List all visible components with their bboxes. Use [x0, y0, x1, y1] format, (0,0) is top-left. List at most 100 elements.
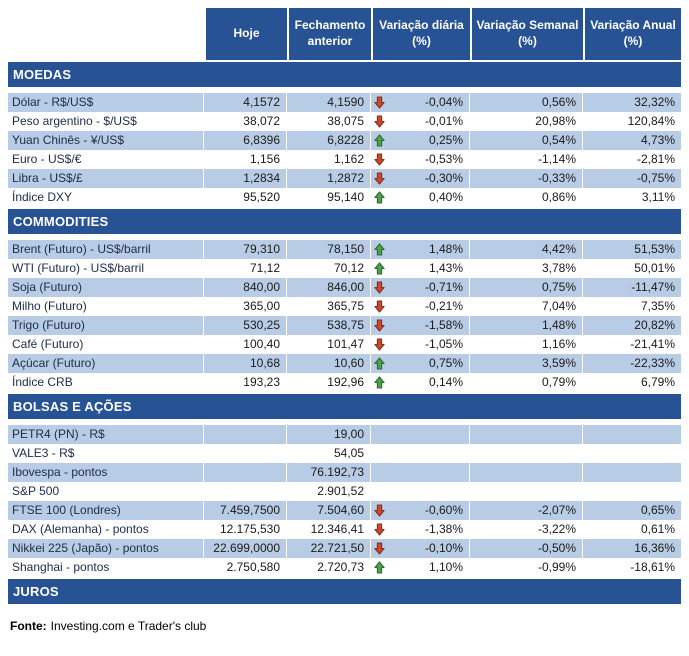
table-row: S&P 500 2.901,52	[8, 482, 681, 501]
cell-variacao-anual: 16,36%	[583, 539, 681, 558]
cell-fechamento-anterior: 538,75	[287, 316, 371, 335]
cell-variacao-semanal: 1,48%	[470, 316, 583, 335]
cell-variacao-anual: -18,61%	[630, 560, 675, 574]
row-label: Nikkei 225 (Japão) - pontos	[8, 539, 204, 558]
source-label: Fonte:	[10, 619, 47, 633]
cell-fechamento-anterior: 95,140	[287, 188, 371, 207]
variacao-diaria-value: 1,43%	[428, 261, 463, 275]
cell-variacao-semanal: 3,59%	[470, 354, 583, 373]
variacao-diaria-value: -1,05%	[424, 337, 463, 351]
cell-variacao-semanal: -0,33%	[470, 169, 583, 188]
up-arrow-icon	[374, 240, 385, 259]
table-row: Trigo (Futuro) 530,25 538,75 -1,58% 1,48…	[8, 316, 681, 335]
cell-variacao-anual: 120,84%	[627, 114, 675, 128]
variacao-diaria-value: 0,25%	[428, 133, 463, 147]
up-arrow-icon	[374, 558, 385, 577]
table-row: FTSE 100 (Londres) 7.459,7500 7.504,60 -…	[8, 501, 681, 520]
cell-fechamento-anterior: 54,05	[287, 444, 371, 463]
col-header-hoje: Hoje	[204, 8, 287, 60]
cell-variacao-semanal	[470, 425, 583, 444]
section-title: BOLSAS E AÇÕES	[13, 399, 132, 414]
cell-variacao-diaria: -1,58%	[371, 316, 470, 335]
cell-fechamento-anterior: 4,1590	[287, 93, 371, 112]
down-arrow-icon	[374, 297, 385, 316]
cell-fechamento-anterior: 22.721,50	[287, 539, 371, 558]
cell-variacao-diaria: -1,05%	[371, 335, 470, 354]
row-label: Shanghai - pontos	[8, 558, 204, 577]
col-header-empty	[8, 8, 204, 60]
down-arrow-icon	[374, 316, 385, 335]
up-arrow-icon	[374, 131, 385, 150]
cell-hoje: 840,00	[204, 278, 287, 297]
variacao-diaria-value: -0,04%	[424, 95, 463, 109]
table-row: VALE3 - R$ 54,05	[8, 444, 681, 463]
variacao-diaria-value: 0,14%	[428, 375, 463, 389]
section-header: JUROS	[8, 579, 681, 604]
cell-fechamento-anterior: 101,47	[287, 335, 371, 354]
cell-fechamento-anterior: 7.504,60	[287, 501, 371, 520]
cell-variacao-anual: 0,65%	[583, 501, 681, 520]
cell-fechamento-anterior: 70,12	[287, 259, 371, 278]
cell-variacao-semanal	[470, 444, 583, 463]
row-label: WTI (Futuro) - US$/barril	[8, 259, 204, 278]
cell-variacao-semanal: 0,75%	[470, 278, 583, 297]
cell-variacao-anual	[583, 482, 681, 501]
variacao-diaria-value: -0,21%	[424, 299, 463, 313]
cell-hoje: 2.750,580	[204, 558, 287, 577]
table-row: PETR4 (PN) - R$ 19,00	[8, 425, 681, 444]
cell-fechamento-anterior: 846,00	[287, 278, 371, 297]
cell-variacao-diaria: -0,71%	[371, 278, 470, 297]
variacao-diaria-value: -1,38%	[424, 522, 463, 536]
cell-variacao-anual: 20,82%	[583, 316, 681, 335]
table-row: Peso argentino - $/US$ 38,072 38,075 -0,…	[8, 112, 681, 131]
cell-hoje: 530,25	[204, 316, 287, 335]
row-label: DAX (Alemanha) - pontos	[8, 520, 204, 539]
down-arrow-icon	[374, 93, 385, 112]
col-header-fechamento-anterior: Fechamento anterior	[287, 8, 371, 60]
table-header: Hoje Fechamento anterior Variação diária…	[8, 8, 681, 60]
cell-fechamento-anterior: 192,96	[287, 373, 371, 392]
cell-hoje: 1,156	[204, 150, 287, 169]
section-title: JUROS	[13, 584, 59, 599]
variacao-diaria-value: -0,53%	[424, 152, 463, 166]
cell-variacao-anual: -2,81%	[636, 152, 675, 166]
row-label: FTSE 100 (Londres)	[8, 501, 204, 520]
cell-variacao-diaria: 0,14%	[371, 373, 470, 392]
cell-variacao-semanal: -0,99%	[470, 558, 583, 577]
cell-hoje: 71,12	[204, 259, 287, 278]
table-body: MOEDAS Dólar - R$/US$ 4,1572 4,1590 -0,0…	[8, 62, 681, 610]
cell-variacao-semanal: 0,56%	[470, 93, 583, 112]
down-arrow-icon	[374, 501, 385, 520]
up-arrow-icon	[374, 373, 385, 392]
row-label: Libra - US$/£	[8, 169, 204, 188]
section-title: MOEDAS	[13, 67, 72, 82]
cell-variacao-semanal: 4,42%	[470, 240, 583, 259]
down-arrow-icon	[374, 169, 385, 188]
cell-hoje	[204, 463, 287, 482]
variacao-diaria-value: -0,30%	[424, 171, 463, 185]
cell-hoje: 10,68	[204, 354, 287, 373]
cell-variacao-semanal: -0,50%	[470, 539, 583, 558]
row-label: Ibovespa - pontos	[8, 463, 204, 482]
table-row: Índice DXY 95,520 95,140 0,40% 0,86% 3,1…	[8, 188, 681, 207]
cell-variacao-diaria	[371, 425, 470, 444]
row-label: Açúcar (Futuro)	[8, 354, 204, 373]
section-gap	[8, 604, 681, 610]
cell-variacao-diaria: 0,25%	[371, 131, 470, 150]
table-row: Yuan Chinês - ¥/US$ 6,8396 6,8228 0,25% …	[8, 131, 681, 150]
cell-variacao-diaria	[371, 444, 470, 463]
cell-hoje: 7.459,7500	[204, 501, 287, 520]
up-arrow-icon	[374, 259, 385, 278]
table-row: Brent (Futuro) - US$/barril 79,310 78,15…	[8, 240, 681, 259]
cell-variacao-diaria: -0,01%	[371, 112, 470, 131]
cell-variacao-semanal: 20,98%	[470, 112, 583, 131]
down-arrow-icon	[374, 150, 385, 169]
cell-variacao-diaria: -0,21%	[371, 297, 470, 316]
cell-hoje: 100,40	[204, 335, 287, 354]
cell-variacao-anual: 32,32%	[583, 93, 681, 112]
up-arrow-icon	[374, 188, 385, 207]
section-header: BOLSAS E AÇÕES	[8, 394, 681, 419]
cell-variacao-anual: -11,47%	[583, 278, 681, 297]
cell-variacao-anual	[583, 425, 681, 444]
